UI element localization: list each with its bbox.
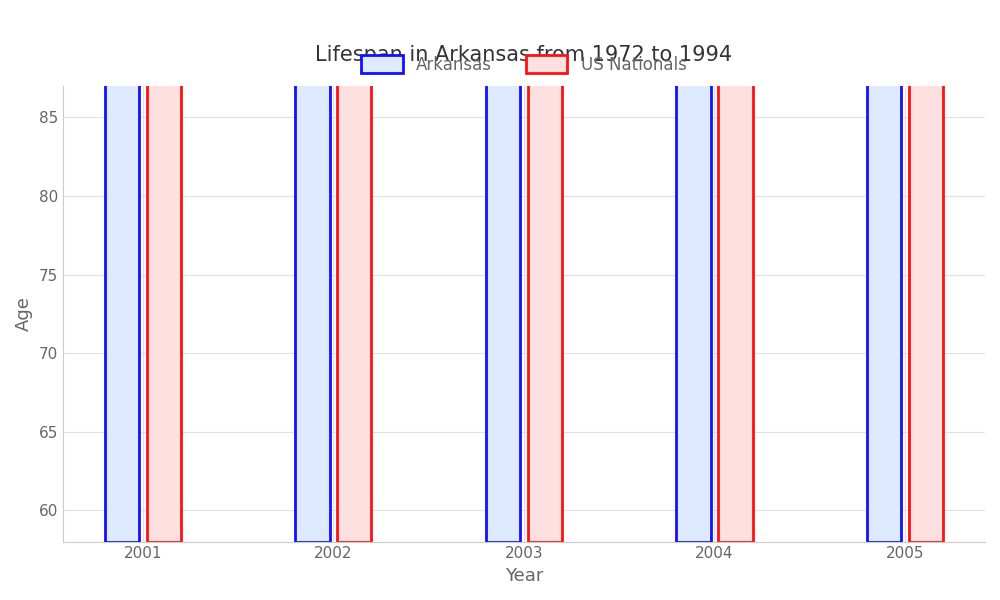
X-axis label: Year: Year xyxy=(505,567,543,585)
Bar xyxy=(909,0,943,542)
Bar xyxy=(676,0,711,542)
Bar xyxy=(105,0,139,542)
Bar xyxy=(718,0,753,542)
Bar xyxy=(295,0,330,542)
Y-axis label: Age: Age xyxy=(15,296,33,331)
Bar xyxy=(867,0,901,542)
Title: Lifespan in Arkansas from 1972 to 1994: Lifespan in Arkansas from 1972 to 1994 xyxy=(315,45,732,65)
Legend: Arkansas, US Nationals: Arkansas, US Nationals xyxy=(355,49,693,80)
Bar xyxy=(147,0,181,542)
Bar xyxy=(337,0,371,542)
Bar xyxy=(528,0,562,542)
Bar xyxy=(486,0,520,542)
